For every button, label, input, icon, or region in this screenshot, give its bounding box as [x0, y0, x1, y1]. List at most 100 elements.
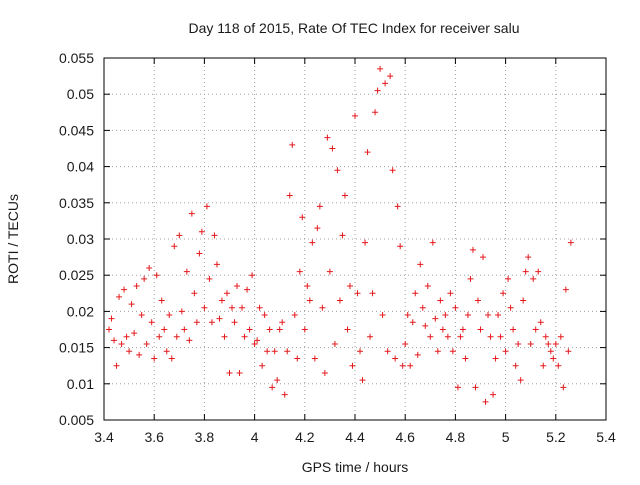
data-point	[234, 283, 241, 290]
data-point	[552, 340, 559, 347]
data-point	[211, 232, 218, 239]
data-point	[487, 333, 494, 340]
data-point	[537, 319, 544, 326]
data-point	[331, 340, 338, 347]
data-point	[126, 348, 133, 355]
data-point	[153, 272, 160, 279]
data-point	[532, 326, 539, 333]
data-point	[309, 239, 316, 246]
data-point	[417, 261, 424, 268]
data-point	[387, 73, 394, 80]
data-point	[123, 333, 130, 340]
data-point	[469, 246, 476, 253]
data-point	[399, 362, 406, 369]
data-point	[171, 243, 178, 250]
data-point	[319, 304, 326, 311]
data-point	[223, 290, 230, 297]
data-point	[540, 362, 547, 369]
data-point	[515, 340, 522, 347]
data-point	[341, 192, 348, 199]
data-point	[517, 377, 524, 384]
data-point	[259, 362, 266, 369]
data-point	[324, 134, 331, 141]
data-point	[196, 250, 203, 257]
data-point	[372, 109, 379, 116]
data-point	[226, 369, 233, 376]
x-tick-label: 5	[502, 429, 510, 445]
data-point	[449, 348, 456, 355]
y-tick-label: 0.04	[67, 159, 94, 175]
data-point	[457, 333, 464, 340]
data-point	[193, 319, 200, 326]
data-point	[108, 315, 115, 322]
data-point	[271, 348, 278, 355]
data-point	[512, 362, 519, 369]
data-points	[106, 65, 574, 405]
data-point	[221, 333, 228, 340]
chart-title: Day 118 of 2015, Rate Of TEC Index for r…	[189, 20, 520, 36]
data-point	[244, 286, 251, 293]
data-point	[409, 319, 416, 326]
data-point	[216, 315, 223, 322]
data-point	[118, 340, 125, 347]
data-point	[116, 293, 123, 300]
data-point	[474, 297, 481, 304]
data-point	[414, 351, 421, 358]
data-point	[525, 254, 532, 261]
data-point	[492, 355, 499, 362]
y-tick-label: 0.045	[59, 122, 94, 138]
data-point	[495, 312, 502, 319]
data-point	[311, 355, 318, 362]
data-point	[168, 355, 175, 362]
data-point	[296, 268, 303, 275]
data-point	[374, 87, 381, 94]
data-point	[352, 112, 358, 119]
x-tick-label: 5.4	[596, 429, 616, 445]
data-point	[239, 304, 246, 311]
data-point	[434, 348, 441, 355]
data-point	[382, 80, 389, 87]
data-point	[183, 268, 190, 275]
data-point	[284, 348, 291, 355]
y-tick-label: 0.03	[67, 231, 94, 247]
data-point	[166, 312, 173, 319]
data-point	[121, 286, 128, 293]
data-point	[500, 290, 507, 297]
data-point	[567, 239, 574, 246]
data-point	[384, 348, 391, 355]
x-tick-label: 4.4	[345, 429, 365, 445]
data-point	[520, 297, 527, 304]
grid	[104, 58, 606, 420]
data-point	[339, 232, 346, 239]
data-point	[362, 239, 369, 246]
data-point	[562, 286, 569, 293]
y-tick-label: 0.05	[67, 86, 94, 102]
data-point	[141, 275, 148, 282]
data-point	[437, 297, 444, 304]
y-tick-label: 0.02	[67, 303, 94, 319]
data-point	[249, 272, 256, 279]
data-point	[131, 330, 138, 337]
axis-ticks	[103, 57, 607, 421]
data-point	[213, 261, 220, 268]
x-tick-label: 3.8	[195, 429, 215, 445]
data-point	[527, 340, 534, 347]
data-point	[294, 355, 301, 362]
data-point	[497, 333, 504, 340]
data-point	[447, 290, 454, 297]
data-point	[349, 362, 356, 369]
data-point	[111, 337, 118, 344]
data-point	[507, 304, 514, 311]
data-point	[394, 203, 401, 210]
data-point	[334, 167, 341, 174]
data-point	[206, 275, 213, 282]
data-point	[404, 312, 411, 319]
data-point	[136, 351, 143, 358]
data-point	[485, 312, 492, 319]
data-point	[480, 254, 487, 261]
data-point	[530, 275, 537, 282]
data-point	[346, 283, 353, 290]
data-point	[138, 312, 145, 319]
data-point	[181, 326, 188, 333]
